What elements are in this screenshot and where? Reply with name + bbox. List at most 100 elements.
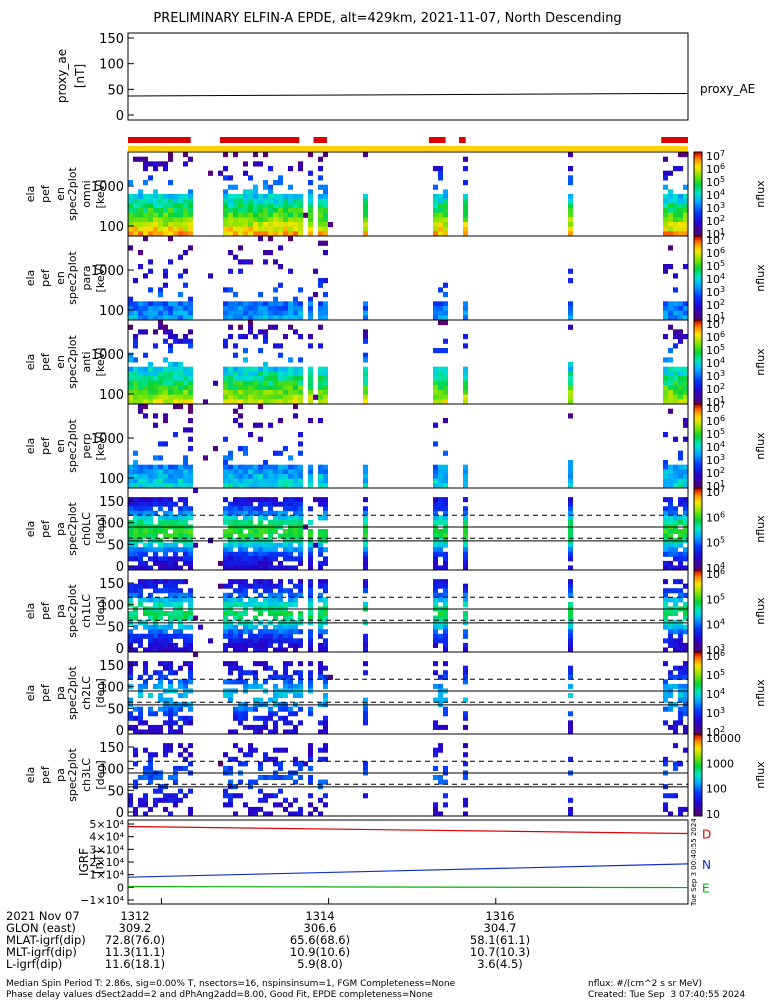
heat-cell — [168, 588, 173, 594]
heat-cell — [168, 483, 173, 489]
heat-cell — [178, 715, 183, 721]
heat-cell — [188, 296, 193, 302]
heat-cell — [278, 343, 283, 349]
heat-cell — [298, 222, 303, 228]
heat-cell — [668, 706, 673, 712]
heat-cell — [298, 556, 303, 562]
heat-cell — [153, 464, 158, 470]
heat-cell — [308, 679, 313, 685]
heat-cell — [173, 706, 178, 712]
heat-cell — [263, 724, 268, 730]
heat-cell — [228, 334, 233, 340]
heat-cell — [363, 306, 368, 312]
heat-cell — [663, 592, 668, 598]
heat-cell — [233, 371, 238, 377]
heat-cell — [463, 811, 468, 817]
colorbar-tick-label: 107 — [706, 317, 725, 331]
heat-cell — [173, 560, 178, 566]
heat-cell — [228, 506, 233, 512]
heat-cell — [173, 629, 178, 635]
colorbar-cell — [694, 803, 702, 807]
ylabel-line: [keV] — [94, 180, 107, 209]
heat-cell — [433, 519, 438, 525]
colorbar-label: nflux — [754, 264, 767, 292]
heat-cell — [223, 601, 228, 607]
heat-cell — [153, 161, 158, 167]
heat-cell — [153, 231, 158, 237]
heat-cell — [178, 597, 183, 603]
heat-cell — [273, 724, 278, 730]
heat-cell — [248, 515, 253, 521]
heat-cell — [288, 464, 293, 470]
heat-cell — [363, 715, 368, 721]
heat-cell — [128, 357, 133, 363]
heat-cell — [318, 756, 323, 762]
colorbar-cell — [694, 576, 702, 579]
colorbar-cell — [694, 240, 702, 243]
heat-cell — [228, 611, 233, 617]
heat-cell — [308, 334, 313, 340]
heat-cell — [308, 683, 313, 689]
colorbar-cell — [694, 221, 702, 224]
colorbar-tick-label: 103 — [706, 453, 725, 467]
heat-cell — [128, 665, 133, 671]
heat-cell — [268, 483, 273, 489]
heat-cell — [163, 161, 168, 167]
heat-cell — [128, 497, 133, 503]
xaxis-label-lshell: L-igrf(dip) — [6, 957, 63, 971]
heat-cell — [263, 259, 268, 265]
heat-cell — [233, 399, 238, 405]
heat-cell — [238, 371, 243, 377]
heat-cell — [268, 665, 273, 671]
heat-cell — [443, 633, 448, 639]
heat-cell — [238, 376, 243, 382]
heat-cell — [188, 156, 193, 162]
heat-cell — [203, 455, 208, 461]
heat-cell — [283, 529, 288, 535]
heat-cell — [188, 761, 193, 767]
heat-cell — [663, 551, 668, 557]
proxy-ae-legend: proxy_AE — [700, 82, 755, 96]
heat-cell — [128, 231, 133, 237]
heat-cell — [443, 624, 448, 630]
heat-cell — [133, 357, 138, 363]
heat-cell — [243, 601, 248, 607]
heat-cell — [273, 296, 278, 302]
heat-cell — [323, 720, 328, 726]
heat-cell — [163, 198, 168, 204]
heat-cell — [138, 551, 143, 557]
heat-cell — [438, 287, 443, 293]
colorbar-cell — [694, 779, 702, 782]
heat-cell — [443, 212, 448, 218]
heat-cell — [298, 208, 303, 214]
heat-cell — [228, 779, 233, 785]
heat-cell — [158, 320, 163, 326]
heat-cell — [168, 542, 173, 548]
heat-cell — [268, 380, 273, 386]
heat-cell — [363, 380, 368, 386]
heat-cell — [323, 474, 328, 480]
heat-cell — [288, 222, 293, 228]
heat-cell — [163, 469, 168, 475]
heat-cell — [238, 301, 243, 307]
heat-cell — [248, 226, 253, 232]
colorbar-cell — [694, 191, 702, 195]
heat-cell — [663, 806, 668, 812]
heat-cell — [173, 542, 178, 548]
heat-cell — [183, 222, 188, 228]
colorbar-cell — [694, 336, 702, 340]
ylabel-line: pef — [39, 519, 52, 538]
heat-cell — [248, 565, 253, 571]
heat-cell — [183, 390, 188, 396]
heat-cell — [148, 371, 153, 377]
heat-cell — [318, 729, 323, 735]
heat-cell — [188, 366, 193, 372]
heat-cell — [228, 450, 233, 456]
heat-cell — [153, 788, 158, 794]
heat-cell — [298, 533, 303, 539]
heat-cell — [178, 194, 183, 200]
heat-cell — [568, 629, 573, 635]
heat-cell — [173, 338, 178, 344]
ylabel-line: perp — [80, 433, 93, 458]
heat-cell — [268, 793, 273, 799]
